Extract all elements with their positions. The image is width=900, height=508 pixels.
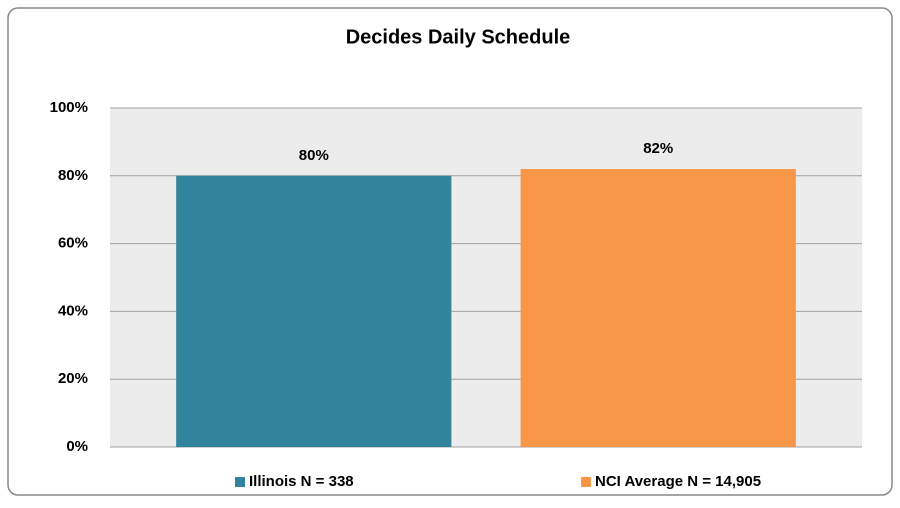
y-tick-label: 100% [50,99,88,116]
y-tick-label: 0% [66,438,88,455]
chart-title: Decides Daily Schedule [346,26,571,48]
legend-swatch [581,477,591,487]
bar [520,169,796,447]
legend-swatch [235,477,245,487]
legend-label: NCI Average N = 14,905 [595,473,761,490]
bar [176,175,452,448]
y-tick-label: 60% [58,235,88,252]
value-label: 80% [299,147,329,164]
legend-label: Illinois N = 338 [249,473,354,490]
y-tick-label: 40% [58,302,88,319]
y-tick-label: 20% [58,370,88,387]
y-tick-label: 80% [58,167,88,184]
value-label: 82% [643,140,673,157]
